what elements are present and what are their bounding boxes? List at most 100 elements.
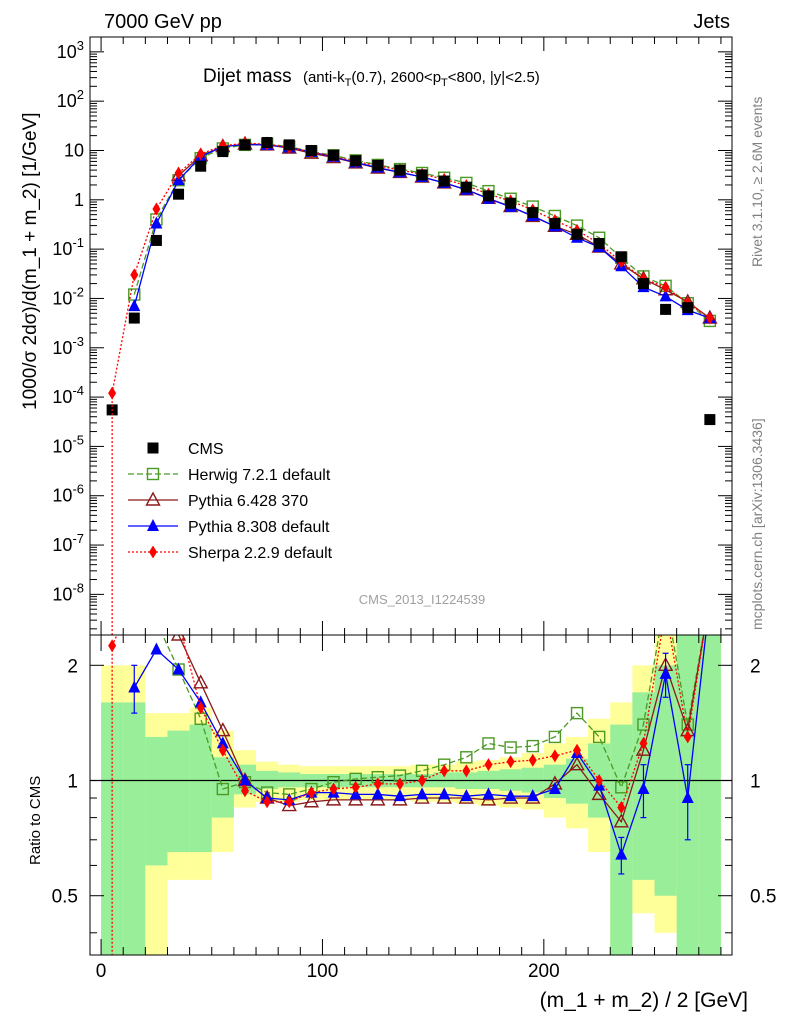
legend: CMS Herwig 7.2.1 default Pythia 6.428 370 P… (128, 441, 333, 562)
ratio-point-herwig-7-2-1-default (216, 782, 230, 796)
main-point-sherpa-2-2-9-default (152, 202, 161, 216)
main-point-cms (173, 188, 185, 200)
ratio-stat-band (123, 702, 146, 955)
ratio-stat-band (189, 724, 212, 853)
main-point-sherpa-2-2-9-default (130, 268, 139, 282)
ratio-point-sherpa-2-2-9-default (307, 786, 316, 800)
ratio-point-sherpa-2-2-9-default (329, 782, 338, 796)
main-point-sherpa-2-2-9-default (196, 147, 205, 161)
main-point-cms (682, 302, 694, 314)
ratio-point-herwig-7-2-1-default (548, 730, 562, 744)
main-y-tick-base: 10 (52, 436, 72, 456)
legend-label-cms: CMS (188, 441, 224, 458)
main-y-tick-exp: -4 (72, 383, 84, 398)
main-y-tick-label: 102 (57, 87, 84, 111)
ratio-point-herwig-7-2-1-default (704, 592, 715, 603)
main-point-cms (372, 159, 384, 171)
x-tick-label: 100 (307, 961, 339, 982)
ratio-point-pythia-6-428-370 (635, 741, 652, 756)
legend-marker-pythia-8-308-default (147, 519, 159, 531)
plot-title-main: Dijet mass (203, 66, 292, 87)
main-line-sherpa-2-2-9-default (111, 142, 711, 394)
legend-marker-herwig-7-2-1-default (146, 467, 160, 481)
plot-title-sub1: T (345, 77, 352, 89)
main-y-tick-exp: -5 (72, 432, 84, 447)
main-point-cms (704, 414, 716, 426)
main-point-cms (305, 144, 317, 156)
main-point-cms (261, 137, 273, 149)
main-y-tick-label: 10-2 (52, 284, 84, 308)
x-tick-label: 200 (528, 961, 560, 982)
main-point-cms (549, 218, 561, 230)
main-y-tick-label: 10 (64, 140, 84, 160)
analysis-watermark: CMS_2013_I1224539 (359, 592, 486, 607)
ratio-y-tick-label: 2 (67, 656, 78, 677)
ratio-stat-band (167, 730, 190, 853)
ratio-point-sherpa-2-2-9-default (440, 764, 449, 778)
ratio-line-sherpa-2-2-9-default (111, 635, 705, 809)
ratio-point-herwig-7-2-1-default (660, 592, 671, 603)
ratio-y-axis-label: Ratio to CMS (27, 776, 44, 865)
ratio-point-pythia-8-308-default (371, 787, 384, 800)
main-point-cms (637, 278, 649, 290)
main-point-sherpa-2-2-9-default (661, 280, 670, 294)
main-y-tick-exp: -1 (72, 235, 84, 250)
ratio-point-sherpa-2-2-9-default (706, 591, 714, 604)
ratio-stat-band (433, 772, 456, 788)
ratio-point-sherpa-2-2-9-default (395, 777, 404, 791)
ratio-point-herwig-7-2-1-default (460, 751, 473, 764)
ratio-point-pythia-6-428-370 (215, 722, 231, 737)
legend-label-pythia-6-428-370: Pythia 6.428 370 (188, 493, 308, 510)
main-y-tick-label: 10-7 (52, 531, 84, 555)
main-y-tick-base: 10 (52, 239, 72, 259)
ratio-point-pythia-6-428-370 (193, 674, 209, 689)
ratio-point-pythia-8-308-default (526, 789, 539, 802)
ratio-point-pythia-8-308-default (548, 782, 561, 795)
ratio-stat-band (278, 772, 301, 788)
ratio-point-herwig-7-2-1-default (482, 737, 495, 750)
ratio-point-pythia-6-428-370 (703, 591, 716, 603)
legend-label-herwig-7-2-1-default: Herwig 7.2.1 default (188, 467, 331, 484)
ratio-point-pythia-8-308-default (172, 662, 185, 675)
ratio-point-pythia-6-428-370 (303, 793, 320, 808)
ratio-point-pythia-8-308-default (504, 789, 517, 802)
ratio-point-sherpa-2-2-9-default (373, 777, 382, 791)
ratio-point-sherpa-2-2-9-default (175, 615, 183, 628)
ratio-point-sherpa-2-2-9-default (218, 743, 227, 757)
main-y-tick-exp: 2 (77, 87, 84, 102)
main-series-layer (106, 135, 718, 635)
main-y-tick-base: 10 (52, 288, 72, 308)
ratio-y-tick-label-right: 0.5 (750, 887, 776, 908)
ratio-stat-band (145, 736, 168, 866)
ratio-point-pythia-8-308-default (150, 642, 163, 655)
main-point-cms (283, 139, 295, 151)
ratio-point-herwig-7-2-1-default (615, 781, 628, 794)
ratio-point-pythia-6-428-370 (613, 813, 629, 828)
main-y-tick-label: 1 (74, 190, 84, 210)
main-y-tick-base: 10 (52, 486, 72, 506)
ratio-y-tick-label: 0.5 (52, 887, 78, 908)
main-point-cms (128, 312, 140, 324)
main-point-cms (350, 155, 362, 167)
main-point-pythia-8-308-default (128, 299, 141, 312)
ratio-point-pythia-6-428-370 (591, 785, 607, 801)
main-point-cms (150, 234, 162, 246)
main-point-cms (660, 303, 672, 315)
ratio-point-sherpa-2-2-9-default (550, 749, 559, 763)
x-tick-label: 0 (96, 961, 107, 982)
main-point-cms (505, 197, 517, 209)
ratio-stat-band (101, 702, 124, 955)
ratio-point-sherpa-2-2-9-default (573, 743, 582, 757)
ratio-point-pythia-8-308-default (681, 791, 694, 804)
legend-marker-sherpa-2-2-9-default (149, 545, 157, 559)
ratio-y-tick-label-right: 1 (750, 772, 761, 793)
main-y-tick-exp: 3 (77, 38, 84, 53)
main-point-cms (571, 228, 583, 240)
ratio-point-herwig-7-2-1-default (504, 741, 517, 754)
ratio-point-sherpa-2-2-9-default (351, 780, 360, 794)
plot-title-detail-c: <800, |y|<2.5) (448, 69, 540, 86)
mcplots-label: mcplots.cern.ch [arXiv:1306.3436] (749, 418, 765, 630)
main-y-tick-base: 10 (57, 91, 77, 111)
legend-marker-cms (147, 442, 159, 454)
